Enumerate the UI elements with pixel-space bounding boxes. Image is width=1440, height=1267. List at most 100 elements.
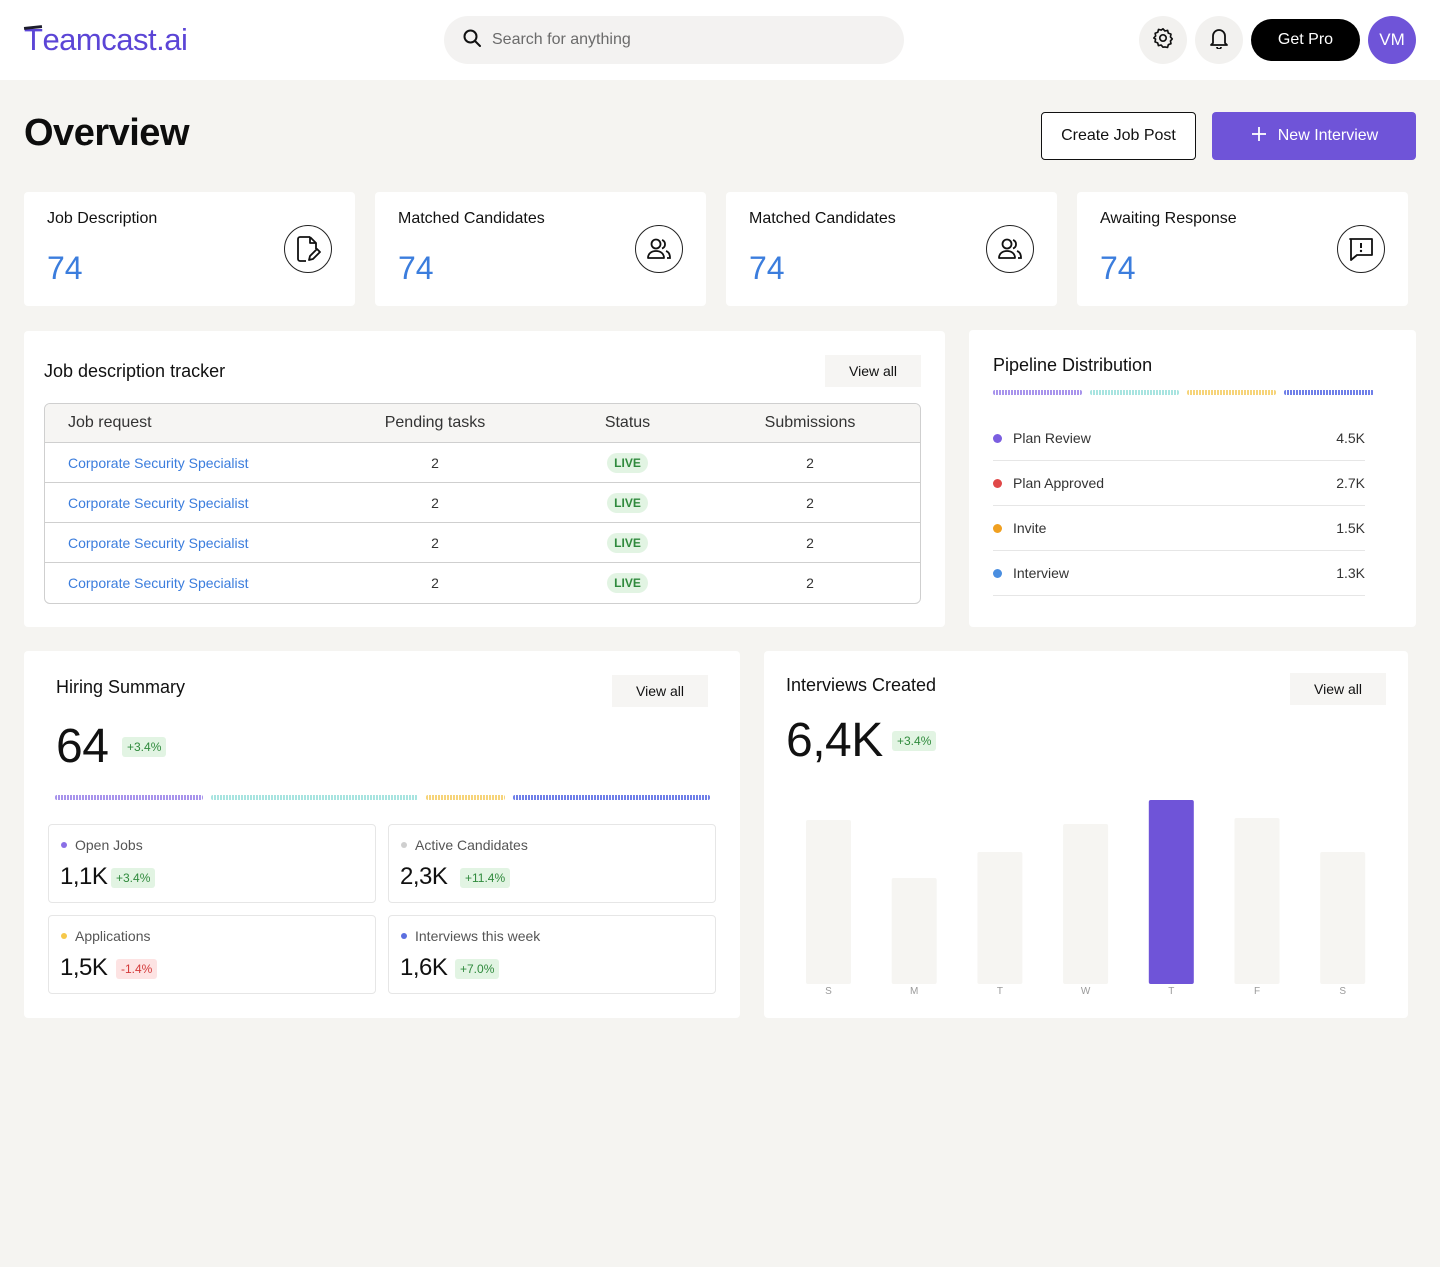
change-badge: +11.4% (460, 868, 511, 888)
x-tick-label: F (1254, 986, 1260, 997)
stat-value: 74 (398, 250, 434, 286)
search-bar[interactable] (444, 16, 904, 64)
x-tick-label: S (1339, 986, 1346, 997)
settings-button[interactable] (1139, 16, 1187, 64)
search-input[interactable] (492, 31, 872, 49)
pipeline-label: Interview (1013, 565, 1070, 581)
metric-label: Active Candidates (415, 837, 528, 853)
job-tracker-title: Job description tracker (44, 361, 226, 381)
list-item[interactable]: Interview 1.3K (993, 551, 1365, 596)
table-row[interactable]: Corporate Security Specialist 2 LIVE 2 (45, 523, 920, 563)
job-request-link[interactable]: Corporate Security Specialist (68, 494, 249, 511)
list-item[interactable]: Plan Approved 2.7K (993, 461, 1365, 506)
pipeline-bar-segment (993, 390, 1082, 395)
x-tick-label: W (1081, 986, 1091, 997)
chart-bar[interactable] (891, 878, 937, 984)
change-badge: +3.4% (122, 737, 167, 757)
metric-change-wrap: +3.4% (111, 868, 156, 888)
stat-card-matched-candidates-2[interactable]: Matched Candidates 74 (726, 192, 1057, 306)
status-badge: LIVE (607, 452, 648, 473)
chart-bar[interactable] (806, 820, 851, 984)
chart-bar[interactable] (977, 852, 1023, 984)
job-request-link[interactable]: Corporate Security Specialist (68, 534, 249, 551)
table-header: Job request Pending tasks Status Submiss… (45, 404, 920, 443)
pipeline-label: Plan Review (1013, 430, 1091, 446)
interviews-created-panel: Interviews Created View all 6,4K +3.4% S… (764, 651, 1408, 1018)
status-cell: LIVE (555, 492, 700, 513)
column-header: Job request (68, 414, 152, 431)
chart-bar[interactable] (1148, 800, 1194, 984)
metric-card-active-candidates[interactable]: Active Candidates 2,3K +11.4% (388, 824, 716, 903)
submissions: 2 (806, 454, 814, 471)
x-tick-label: M (910, 986, 918, 997)
status-dot (993, 568, 1002, 578)
message-alert-icon (1337, 225, 1385, 273)
x-tick-label: S (825, 986, 832, 997)
metric-card-open-jobs[interactable]: Open Jobs 1,1K +3.4% (48, 824, 376, 903)
users-icon (986, 225, 1034, 273)
job-request-link[interactable]: Corporate Security Specialist (68, 575, 249, 591)
hiring-bars (55, 795, 710, 800)
chart-bar[interactable] (1320, 852, 1366, 984)
chart-bar[interactable] (1063, 824, 1109, 984)
status-cell: LIVE (555, 532, 700, 553)
pipeline-value: 2.7K (1336, 475, 1365, 491)
stat-card-job-description[interactable]: Job Description 74 (24, 192, 355, 306)
stat-card-matched-candidates[interactable]: Matched Candidates 74 (375, 192, 706, 306)
tracker-view-all-button[interactable]: View all (825, 355, 921, 387)
status-dot (993, 478, 1002, 488)
metric-label-row: Open Jobs (61, 837, 143, 853)
pending-tasks: 2 (431, 534, 439, 551)
stat-card-awaiting-response[interactable]: Awaiting Response 74 (1077, 192, 1408, 306)
status-dot (993, 433, 1002, 443)
change-badge: +3.4% (892, 731, 937, 751)
list-item[interactable]: Invite 1.5K (993, 506, 1365, 551)
job-request-link[interactable]: Corporate Security Specialist (68, 454, 249, 471)
metric-value: 1,6K (400, 954, 448, 981)
pipeline-label: Invite (1013, 520, 1047, 536)
pipeline-value: 1.5K (1336, 520, 1365, 536)
bell-icon (1209, 27, 1229, 54)
job-tracker-table: Job request Pending tasks Status Submiss… (44, 403, 921, 604)
hiring-bar-segment (211, 795, 418, 800)
pending-tasks: 2 (431, 454, 439, 471)
create-job-post-button[interactable]: Create Job Post (1041, 112, 1196, 160)
table-row[interactable]: Corporate Security Specialist 2 LIVE 2 (45, 483, 920, 523)
status-cell: LIVE (555, 573, 700, 593)
job-tracker-panel: Job description tracker View all Job req… (24, 331, 945, 627)
metric-value: 1,5K (60, 954, 108, 981)
stat-label: Matched Candidates (749, 210, 896, 227)
user-avatar[interactable]: VM (1368, 16, 1416, 64)
pending-tasks: 2 (431, 494, 439, 511)
status-badge: LIVE (607, 573, 648, 593)
table-row[interactable]: Corporate Security Specialist 2 LIVE 2 (45, 563, 920, 603)
hiring-bar-segment (513, 795, 710, 800)
pipeline-bar-segment (1090, 390, 1179, 395)
new-interview-button[interactable]: New Interview (1212, 112, 1416, 160)
search-icon (462, 28, 482, 53)
metric-change-wrap: +7.0% (455, 959, 500, 979)
chart-bar[interactable] (1234, 818, 1280, 984)
status-badge: LIVE (607, 532, 648, 553)
stat-value: 74 (749, 250, 785, 286)
table-row[interactable]: Corporate Security Specialist 2 LIVE 2 (45, 443, 920, 483)
logo-initial: T (24, 22, 43, 57)
change-badge: +3.4% (111, 868, 156, 888)
metric-dot (401, 842, 407, 848)
interviews-view-all-button[interactable]: View all (1290, 673, 1386, 705)
pipeline-label: Plan Approved (1013, 475, 1105, 491)
metric-change-wrap: -1.4% (116, 959, 158, 979)
notifications-button[interactable] (1195, 16, 1243, 64)
metric-card-applications[interactable]: Applications 1,5K -1.4% (48, 915, 376, 994)
get-pro-button[interactable]: Get Pro (1251, 19, 1360, 61)
metric-label: Open Jobs (75, 837, 143, 853)
metric-value: 2,3K (400, 863, 448, 890)
change-badge: +7.0% (455, 959, 500, 979)
pipeline-title: Pipeline Distribution (993, 355, 1153, 375)
hiring-view-all-button[interactable]: View all (612, 675, 708, 707)
list-item[interactable]: Plan Review 4.5K (993, 416, 1365, 461)
metric-card-interviews-this-week[interactable]: Interviews this week 1,6K +7.0% (388, 915, 716, 994)
